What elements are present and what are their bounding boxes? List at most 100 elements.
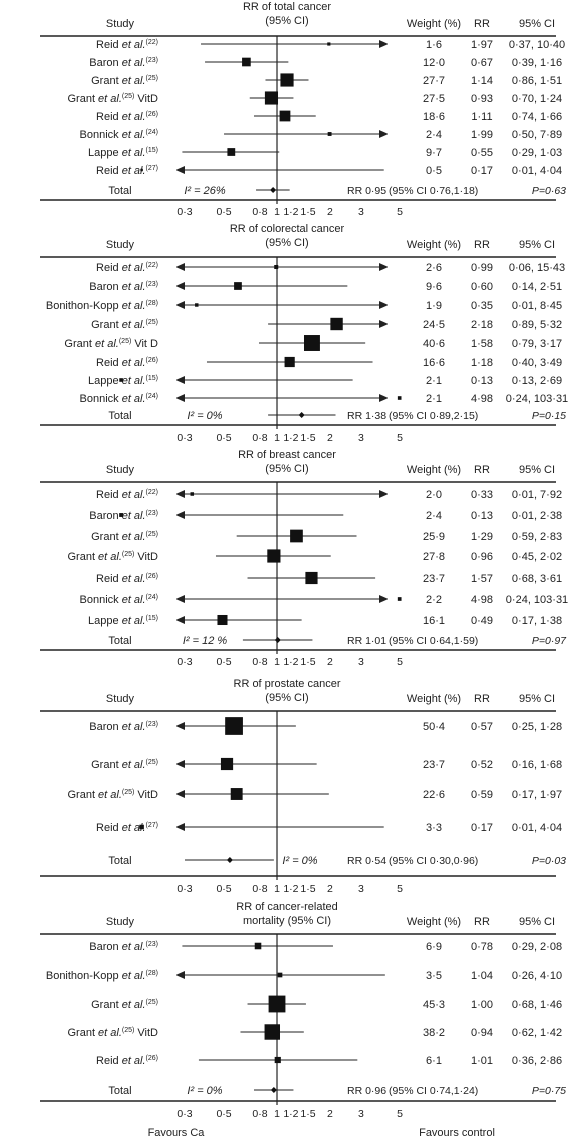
ci-value: 0·01, 2·38 <box>512 510 562 522</box>
rr-value: 0·35 <box>471 300 493 312</box>
rr-value: 1·14 <box>471 75 493 87</box>
x-tick-label: 1·5 <box>300 883 315 895</box>
ci-value: 0·89, 5·32 <box>512 319 562 331</box>
weight-value: 2·4 <box>426 129 442 141</box>
study-label: Bonnick et al.(24) <box>80 393 159 405</box>
total-diamond <box>226 857 233 863</box>
study-name: Baron <box>89 941 118 953</box>
ci-arrow-left <box>176 823 185 831</box>
total-summary: RR 0·95 (95% CI 0·76,1·18) <box>347 185 478 197</box>
panel-subtitle: (95% CI) <box>265 692 308 704</box>
study-suffix: VitD <box>134 93 158 105</box>
total-label: Total <box>108 1085 131 1097</box>
study-name: Bonithon-Kopp <box>46 970 119 982</box>
x-tick-label: 2 <box>327 1108 333 1120</box>
x-tick-label: 0·8 <box>252 206 267 218</box>
point-estimate <box>330 317 343 331</box>
x-tick-label: 3 <box>358 1108 364 1120</box>
ci-value: 0·36, 2·86 <box>512 1055 562 1067</box>
rr-value: 1·97 <box>471 39 493 51</box>
point-estimate <box>254 942 262 950</box>
rr-value: 0·99 <box>471 262 493 274</box>
reference-superscript: (27) <box>146 165 158 172</box>
point-estimate <box>264 1024 281 1040</box>
x-tick-label: 1·2 <box>283 206 298 218</box>
study-name: Reid <box>96 1055 119 1067</box>
total-p-value: P=0·97 <box>532 635 567 647</box>
ci-arrow-right <box>379 394 388 402</box>
et-al: et al. <box>95 551 122 563</box>
x-tick-label: 1 <box>274 206 280 218</box>
weight-value: 3·5 <box>426 970 442 982</box>
reference-superscript: (24) <box>146 594 158 601</box>
x-tick-label: 1·5 <box>300 206 315 218</box>
reference-superscript: (25) <box>146 531 158 538</box>
heterogeneity-label: I² = 0% <box>282 855 317 867</box>
point-estimate <box>225 717 243 735</box>
total-label: Total <box>108 410 131 422</box>
panel-title: RR of total cancer <box>243 1 331 13</box>
study-suffix: Vit D <box>131 338 158 350</box>
et-al: et al. <box>95 789 122 801</box>
study-column-header: Study <box>106 916 135 928</box>
panel-title: RR of prostate cancer <box>234 678 341 690</box>
ci-value: 0·29, 1·03 <box>512 147 562 159</box>
ci-arrow-left <box>176 376 185 384</box>
x-tick-label: 0·5 <box>216 432 231 444</box>
study-name: Reid <box>96 111 119 123</box>
weight-value: 27·7 <box>423 75 445 87</box>
ci-value: 0·40, 3·49 <box>512 357 562 369</box>
et-al: et al. <box>119 111 146 123</box>
ci-value: 0·79, 3·17 <box>512 338 562 350</box>
study-name: Grant <box>67 1027 95 1039</box>
point-estimate <box>140 168 143 172</box>
ci-arrow-left <box>176 263 185 271</box>
ci-arrow-left <box>176 971 185 979</box>
study-label: Reid et al.(26) <box>96 573 158 585</box>
ci-value: 0·16, 1·68 <box>512 759 562 771</box>
study-label: Reid et al.(27) <box>96 822 158 834</box>
x-tick-label: 0·3 <box>177 1108 192 1120</box>
point-estimate <box>303 335 320 351</box>
study-column-header: Study <box>106 18 135 30</box>
study-label: Baron et al.(23) <box>89 941 158 953</box>
panel-title: RR of breast cancer <box>238 449 336 461</box>
rr-value: 1·00 <box>471 999 493 1011</box>
reference-superscript: (25) <box>146 319 158 326</box>
rr-value: 4·98 <box>471 594 493 606</box>
ci-value: 0·01, 7·92 <box>512 489 562 501</box>
x-tick-label: 3 <box>358 656 364 668</box>
ci-value: 0·01, 8·45 <box>512 300 562 312</box>
rr-column-header: RR <box>474 239 490 251</box>
et-al: et al. <box>119 941 146 953</box>
x-tick-label: 2 <box>327 206 333 218</box>
rr-value: 0·17 <box>471 165 493 177</box>
rr-value: 0·52 <box>471 759 493 771</box>
reference-superscript: (22) <box>146 489 158 496</box>
study-name: Baron <box>89 510 118 522</box>
ci-value: 0·17, 1·38 <box>512 615 562 627</box>
rr-value: 0·13 <box>471 375 493 387</box>
study-name: Bonithon-Kopp <box>46 300 119 312</box>
point-estimate <box>327 42 331 46</box>
reference-superscript: (22) <box>146 262 158 269</box>
point-estimate <box>119 378 123 382</box>
study-label: Grant et al.(25) VitD <box>67 1027 158 1039</box>
rr-value: 0·49 <box>471 615 493 627</box>
point-estimate <box>397 597 402 601</box>
weight-value: 0·5 <box>426 165 442 177</box>
x-tick-label: 5 <box>397 656 403 668</box>
ci-arrow-right <box>379 320 388 328</box>
reference-superscript: (28) <box>146 300 158 307</box>
reference-superscript: (27) <box>146 822 158 829</box>
et-al: et al. <box>119 75 146 87</box>
reference-superscript: (23) <box>146 57 158 64</box>
x-tick-label: 0·5 <box>216 656 231 668</box>
reference-superscript: (25) <box>122 789 134 796</box>
et-al: et al. <box>119 573 146 585</box>
study-name: Reid <box>96 573 119 585</box>
x-tick-label: 0·3 <box>177 206 192 218</box>
ci-value: 0·70, 1·24 <box>512 93 562 105</box>
x-tick-label: 3 <box>358 432 364 444</box>
weight-value: 2·1 <box>426 375 442 387</box>
